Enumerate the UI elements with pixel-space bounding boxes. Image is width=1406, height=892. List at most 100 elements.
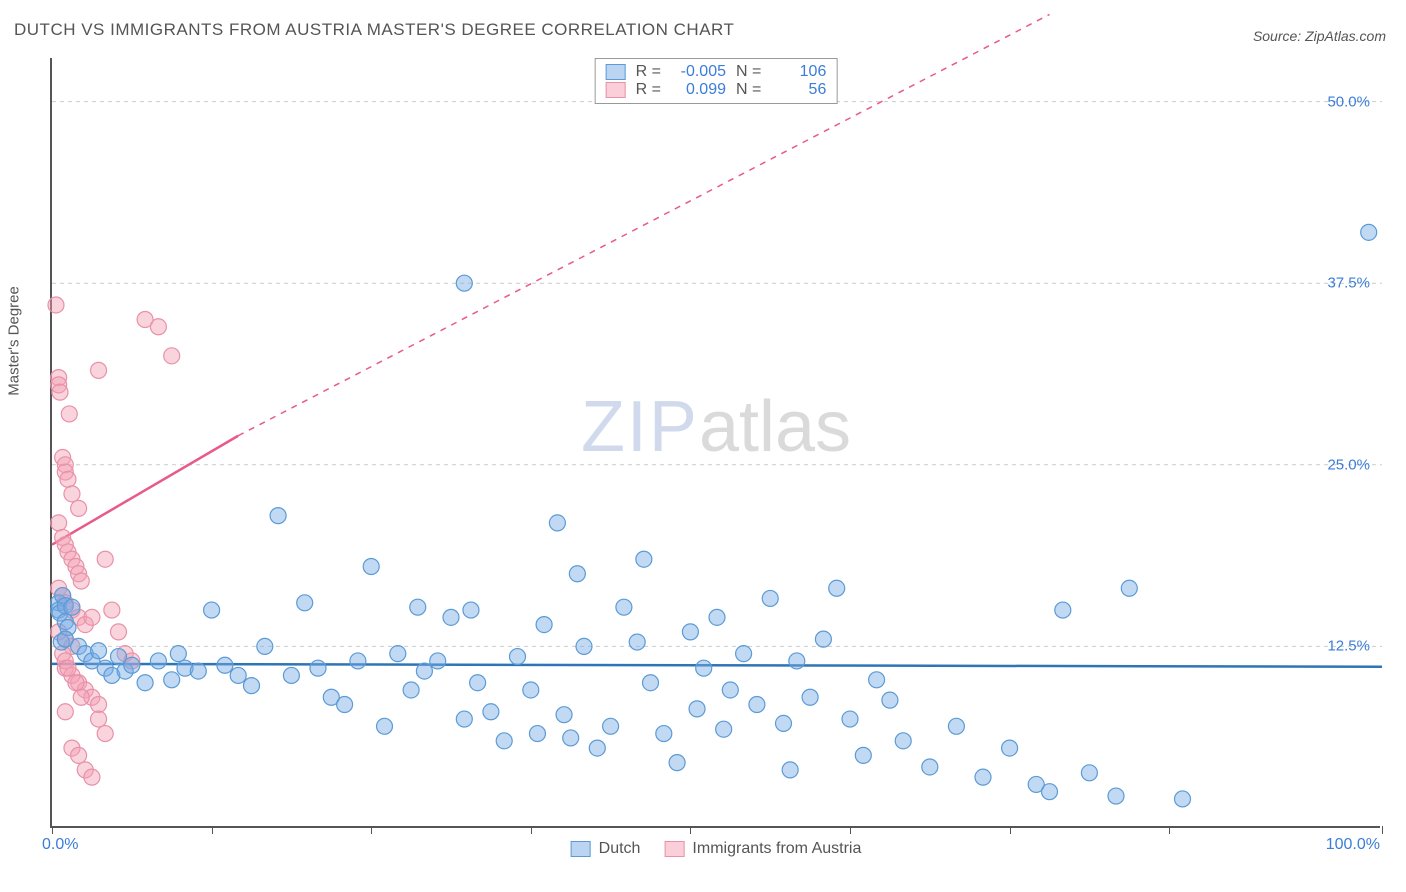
scatter-point [403,682,419,698]
scatter-point [762,590,778,606]
scatter-point [802,689,818,705]
scatter-point [569,566,585,582]
plot-area: Master's Degree ZIPatlas R =-0.005N =106… [50,58,1380,828]
scatter-point [556,707,572,723]
scatter-point [470,675,486,691]
scatter-point [270,508,286,524]
scatter-point [456,711,472,727]
scatter-point [789,653,805,669]
scatter-point [97,726,113,742]
scatter-point [855,747,871,763]
bottom-legend: Dutch Immigrants from Austria [571,840,862,858]
scatter-point [510,649,526,665]
scatter-point [150,319,166,335]
scatter-point [68,675,84,691]
scatter-point [64,486,80,502]
stats-row: R =0.099N =56 [606,81,827,99]
scatter-point [456,275,472,291]
scatter-point [97,551,113,567]
scatter-point [104,602,120,618]
trend-line-dutch [52,664,1382,667]
scatter-point [1108,788,1124,804]
scatter-point [463,602,479,618]
scatter-point [616,599,632,615]
scatter-point [589,740,605,756]
scatter-point [91,362,107,378]
scatter-point [150,653,166,669]
scatter-point [57,704,73,720]
scatter-point [71,500,87,516]
r-label: R = [636,63,661,81]
scatter-point [948,718,964,734]
r-value: 0.099 [671,81,726,99]
scatter-point [111,624,127,640]
scatter-point [164,348,180,364]
scatter-point [749,697,765,713]
y-tick-label: 37.5% [1327,275,1370,292]
scatter-point [1081,765,1097,781]
scatter-point [523,682,539,698]
scatter-point [60,660,76,676]
scatter-point [91,711,107,727]
scatter-point [829,580,845,596]
legend-item: Dutch [571,840,641,858]
scatter-point [73,689,89,705]
scatter-point [563,730,579,746]
scatter-point [529,726,545,742]
scatter-point [60,471,76,487]
scatter-point [895,733,911,749]
x-axis-max-label: 100.0% [1326,836,1380,854]
y-tick-label: 25.0% [1327,456,1370,473]
scatter-point [815,631,831,647]
scatter-point [869,672,885,688]
scatter-point [61,406,77,422]
r-label: R = [636,81,661,99]
scatter-point [722,682,738,698]
scatter-point [390,646,406,662]
scatter-point [922,759,938,775]
scatter-point [204,602,220,618]
x-tick [212,826,213,834]
scatter-point [350,653,366,669]
y-tick-label: 12.5% [1327,638,1370,655]
scatter-point [137,675,153,691]
n-value: 106 [771,63,826,81]
n-label: N = [736,81,761,99]
scatter-point [84,609,100,625]
legend-swatch [664,841,684,857]
scatter-point [882,692,898,708]
legend-label: Immigrants from Austria [692,840,861,858]
scatter-point [91,643,107,659]
scatter-point [310,660,326,676]
scatter-point [410,599,426,615]
x-tick [850,826,851,834]
legend-swatch [606,64,626,80]
scatter-point [656,726,672,742]
scatter-point [776,715,792,731]
x-axis-min-label: 0.0% [42,836,78,854]
scatter-point [190,663,206,679]
legend-label: Dutch [599,840,641,858]
scatter-point [71,747,87,763]
scatter-point [1361,224,1377,240]
scatter-point [736,646,752,662]
legend-swatch [606,82,626,98]
scatter-point [337,697,353,713]
scatter-point [1055,602,1071,618]
trend-line-austria-solid [52,436,238,545]
scatter-point [244,678,260,694]
scatter-point [689,701,705,717]
scatter-point [52,384,68,400]
x-tick [1169,826,1170,834]
scatter-point [1042,784,1058,800]
scatter-point [682,624,698,640]
source-attribution: Source: ZipAtlas.com [1253,28,1386,44]
scatter-point [443,609,459,625]
scatter-point [842,711,858,727]
scatter-point [636,551,652,567]
scatter-point [629,634,645,650]
chart-title: DUTCH VS IMMIGRANTS FROM AUSTRIA MASTER'… [14,20,734,40]
scatter-point [576,638,592,654]
scatter-point [73,573,89,589]
scatter-point [975,769,991,785]
